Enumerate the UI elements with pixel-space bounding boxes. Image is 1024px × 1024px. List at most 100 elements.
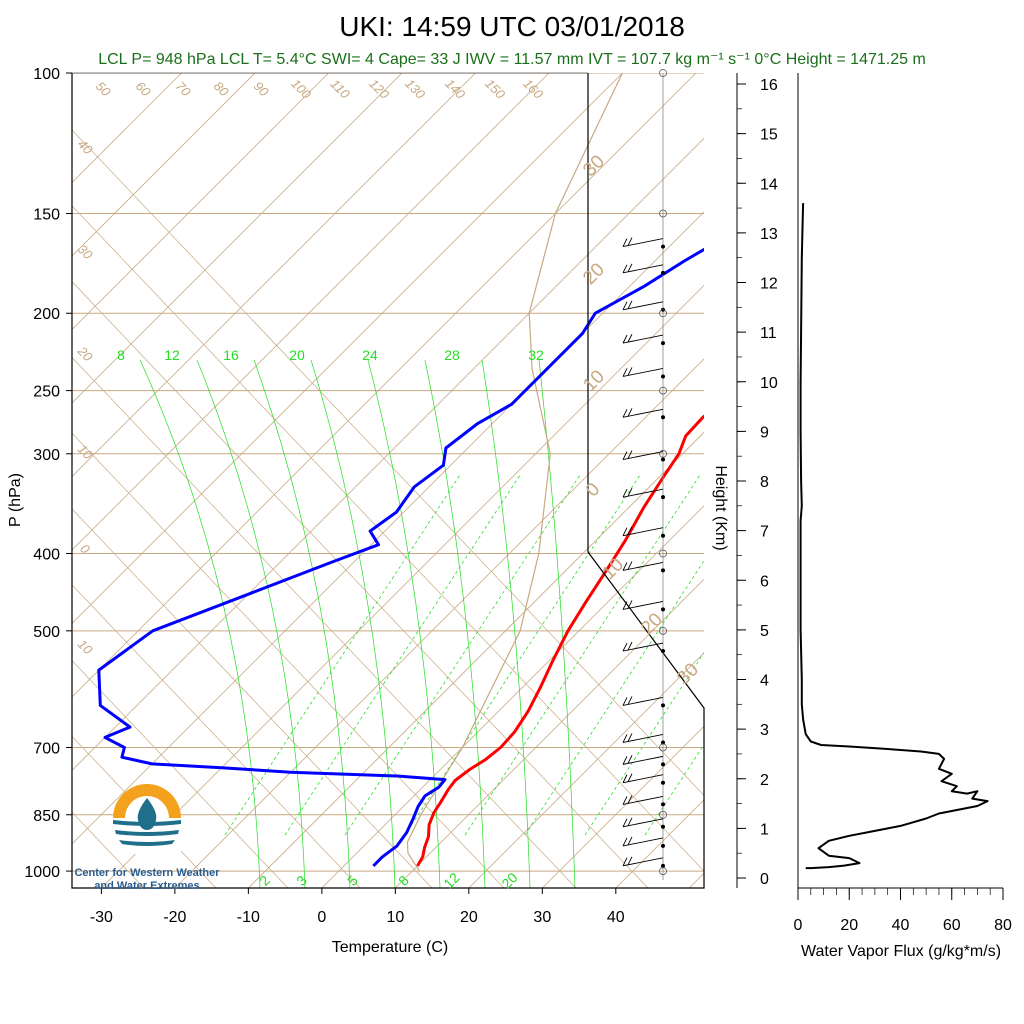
pressure-tick-label: 850 <box>33 808 60 825</box>
wind-level-dot <box>661 649 665 654</box>
wind-barb-flag <box>622 561 633 571</box>
wind-barb-flag <box>622 795 633 805</box>
pressure-tick-label: 300 <box>33 447 60 464</box>
wind-barb-shaft <box>622 755 664 765</box>
wind-barb-flag <box>622 856 633 867</box>
temperature-axis: -30 -20 -10 0 10 20 30 40 <box>90 888 625 926</box>
wind-barb-flag <box>622 696 633 706</box>
isotherm-label: 160 <box>520 76 546 102</box>
parcel-curve <box>406 73 623 872</box>
flux-path <box>799 203 989 870</box>
wind-barb-flag <box>622 300 633 310</box>
temperature-tick-label: -30 <box>90 909 113 926</box>
wind-barb-shaft <box>622 334 664 344</box>
height-tick-label: 0 <box>760 871 769 888</box>
water-drop-icon <box>137 798 157 830</box>
isotherm-line <box>72 73 256 257</box>
isotherm-label: 30 <box>75 241 96 262</box>
dry-adiabat-line <box>72 735 217 888</box>
height-tick-label: 3 <box>760 722 769 739</box>
mixing-ratio-labels: 8 12 16 20 24 28 322 3 5 8 12 20 <box>117 347 544 892</box>
x-axis-label: Temperature (C) <box>332 939 448 956</box>
flux-curve <box>799 203 989 870</box>
wind-level-dot <box>661 374 665 379</box>
flux-tick-label: 40 <box>892 917 910 934</box>
isotherm-line <box>72 73 329 331</box>
wind-barb-flag <box>622 526 633 536</box>
isotherm-label: 10 <box>75 636 96 657</box>
wind-barb-shaft <box>622 774 664 784</box>
moist-adiabat-line <box>139 359 261 888</box>
wind-level-dot <box>661 457 665 462</box>
mixing-ratio-line <box>404 474 641 836</box>
wind-calm-circle <box>659 209 667 218</box>
y-axis-label: P (hPa) <box>7 473 24 527</box>
wind-barb-flag <box>622 836 633 847</box>
height-tick-label: 11 <box>760 325 777 342</box>
wind-level-dot <box>661 762 665 767</box>
temperature-tick-label: -10 <box>237 909 260 926</box>
isotherm-line <box>72 137 704 771</box>
mixing-ratio-label-top: 24 <box>362 347 378 363</box>
wind-barb-flag <box>622 817 633 827</box>
isotherm-line <box>72 73 697 698</box>
wind-barb-shaft <box>622 795 664 805</box>
mixing-ratio-label-top: 16 <box>223 347 239 363</box>
isotherm-line <box>72 73 403 404</box>
pressure-tick-label: 200 <box>33 306 60 323</box>
wind-calm-circle <box>659 626 667 635</box>
wind-level-dot <box>661 703 665 708</box>
pressure-tick-label: 1000 <box>24 864 60 881</box>
height-axis-label: Height (Km) <box>712 465 729 550</box>
wind-barb-flag <box>622 755 633 765</box>
wind-barb-shaft <box>622 642 664 652</box>
moist-adiabat-line <box>196 359 306 888</box>
temperature-path <box>416 414 704 867</box>
wind-level-dot <box>661 495 665 500</box>
dewpoint-path <box>97 247 704 867</box>
isotherm-line <box>72 73 182 184</box>
height-tick-label: 13 <box>760 226 778 243</box>
wind-barb-flag <box>622 773 633 783</box>
wind-barb-shaft <box>622 301 664 311</box>
isotherm-label: 130 <box>402 76 428 102</box>
height-tick-label: 9 <box>760 424 769 441</box>
isotherm-line <box>395 578 704 888</box>
flux-x-axis-label: Water Vapor Flux (g/kg*m/s) <box>801 943 1001 960</box>
wind-barb-shaft <box>622 600 664 610</box>
height-tick-label: 15 <box>760 127 778 144</box>
wind-barb-shaft <box>622 857 664 867</box>
adiabat-label: 10 <box>579 366 609 396</box>
wind-level-dot <box>661 824 665 829</box>
parcel-path <box>406 73 623 872</box>
isotherm-label: 50 <box>93 78 114 99</box>
flux-tick-label: 0 <box>794 917 803 934</box>
wind-level-dot <box>661 780 665 785</box>
wind-barb-shaft <box>622 408 664 418</box>
isotherm-line <box>72 211 704 845</box>
isotherm-label: 120 <box>366 76 392 102</box>
temperature-tick-label: 0 <box>317 909 326 926</box>
wind-level-dot <box>661 415 665 420</box>
moist-adiabat-line <box>481 359 531 888</box>
pressure-tick-label: 700 <box>33 740 60 757</box>
isotherm-label: 110 <box>328 76 354 102</box>
isotherm-line <box>101 284 704 888</box>
wind-barb-shaft <box>622 818 664 828</box>
mixing-ratio-label-bottom: 2 <box>256 872 273 889</box>
isobars <box>72 73 704 872</box>
height-tick-label: 10 <box>760 375 778 392</box>
flux-tick-label: 20 <box>840 917 858 934</box>
wind-barb-shaft <box>622 837 664 847</box>
wind-barb-flag <box>622 487 633 498</box>
isotherm-label: 10 <box>75 441 96 462</box>
mixing-ratio-label-bottom: 8 <box>395 872 412 889</box>
dry-adiabat-line <box>72 508 433 888</box>
wind-barb-shaft <box>622 527 664 537</box>
dry-adiabat-line <box>72 205 704 872</box>
mixing-ratio-line <box>224 474 461 836</box>
isotherm-label: 150 <box>482 76 508 102</box>
wind-calm-circle <box>659 386 667 395</box>
